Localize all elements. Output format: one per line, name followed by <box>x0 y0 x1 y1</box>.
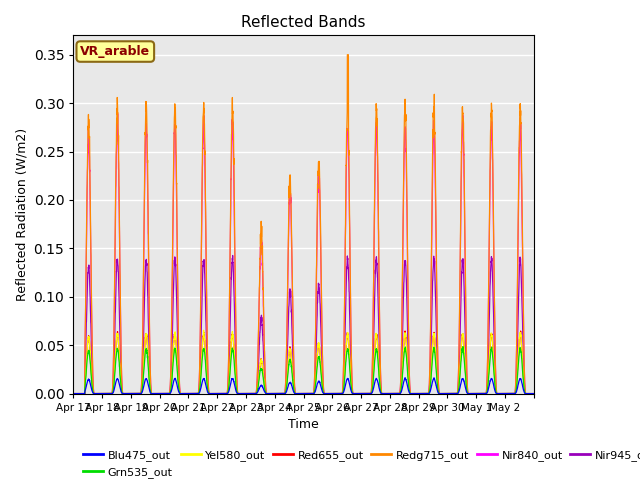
X-axis label: Time: Time <box>288 418 319 431</box>
Y-axis label: Reflected Radiation (W/m2): Reflected Radiation (W/m2) <box>15 128 28 301</box>
Title: Reflected Bands: Reflected Bands <box>241 15 366 30</box>
Legend: Blu475_out, Grn535_out, Yel580_out, Red655_out, Redg715_out, Nir840_out, Nir945_: Blu475_out, Grn535_out, Yel580_out, Red6… <box>79 446 640 480</box>
Text: VR_arable: VR_arable <box>80 45 150 58</box>
